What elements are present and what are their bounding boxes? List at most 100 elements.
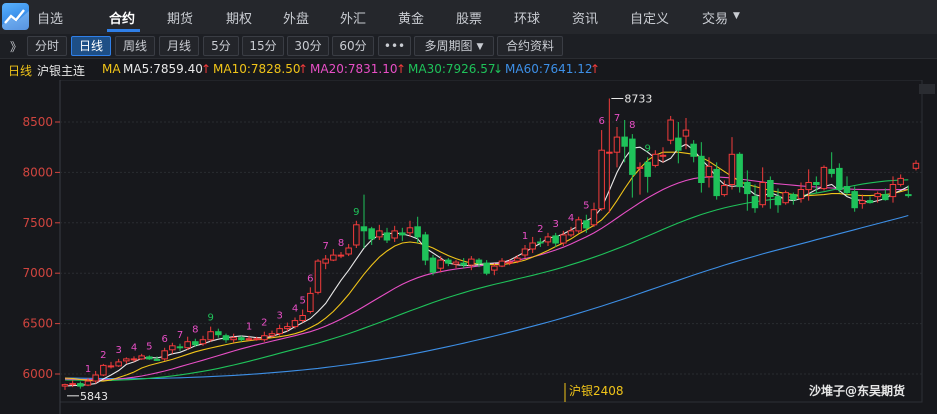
candle[interactable] — [506, 259, 513, 266]
candle[interactable] — [437, 256, 444, 273]
candle[interactable] — [291, 317, 299, 329]
candle[interactable] — [123, 357, 130, 364]
candle[interactable] — [629, 134, 636, 198]
candle[interactable] — [905, 185, 912, 198]
candle[interactable] — [468, 256, 475, 271]
candle[interactable] — [276, 324, 283, 336]
candle[interactable] — [169, 342, 176, 354]
candle[interactable] — [644, 157, 651, 193]
candle[interactable] — [422, 231, 429, 266]
candle[interactable] — [889, 176, 897, 203]
candle[interactable] — [698, 142, 705, 193]
period-button-4[interactable]: 5分 — [203, 36, 239, 56]
nav-item-4[interactable]: 外盘 — [283, 12, 310, 27]
candle[interactable] — [843, 176, 851, 196]
candle[interactable] — [736, 152, 743, 193]
candle[interactable] — [514, 255, 521, 264]
candle[interactable] — [682, 117, 690, 150]
candle[interactable] — [498, 258, 506, 268]
period-button-0[interactable]: 分时 — [27, 36, 67, 56]
period-button-7[interactable]: 60分 — [332, 36, 374, 56]
candle[interactable] — [721, 180, 728, 197]
candle[interactable] — [560, 230, 567, 246]
nav-item-5[interactable]: 外汇 — [340, 12, 367, 27]
candle[interactable] — [322, 255, 329, 270]
candle[interactable] — [184, 336, 191, 350]
candle[interactable] — [567, 226, 575, 237]
period-button-9[interactable]: 多周期图 ▼ — [414, 36, 494, 56]
collapse-sidebar-icon[interactable]: 》 — [10, 40, 23, 54]
candle[interactable] — [261, 331, 268, 342]
candle[interactable] — [728, 137, 736, 190]
candle[interactable] — [376, 224, 383, 240]
candle[interactable] — [713, 162, 720, 200]
candle[interactable] — [345, 243, 352, 257]
period-button-6[interactable]: 30分 — [287, 36, 329, 56]
candle[interactable] — [130, 356, 138, 362]
nav-item-8[interactable]: 环球 — [514, 12, 541, 27]
candle[interactable] — [859, 194, 866, 209]
candle[interactable] — [353, 220, 360, 248]
candle[interactable] — [192, 338, 199, 347]
candle[interactable] — [245, 335, 253, 341]
candle[interactable] — [391, 225, 398, 242]
candle[interactable] — [675, 122, 682, 164]
candle[interactable] — [414, 216, 421, 243]
candle[interactable] — [460, 258, 467, 269]
candle[interactable] — [782, 190, 789, 205]
candle[interactable] — [491, 263, 498, 276]
candle[interactable] — [406, 220, 414, 237]
candle[interactable] — [445, 258, 452, 267]
period-button-8[interactable]: ••• — [378, 36, 411, 56]
candle[interactable] — [652, 150, 659, 168]
candle[interactable] — [176, 343, 184, 351]
candle[interactable] — [360, 194, 368, 248]
candle[interactable] — [199, 335, 207, 346]
candle[interactable] — [636, 162, 644, 195]
candle[interactable] — [107, 361, 115, 369]
nav-item-2[interactable]: 期货 — [167, 12, 194, 27]
candle[interactable] — [215, 328, 222, 338]
candle[interactable] — [874, 191, 881, 203]
nav-item-10[interactable]: 自定义 — [630, 12, 670, 27]
candle[interactable] — [146, 355, 153, 360]
candle[interactable] — [77, 381, 84, 389]
trade-dropdown-caret-icon[interactable]: ▼ — [733, 11, 740, 21]
candle[interactable] — [161, 347, 168, 361]
candle[interactable] — [330, 249, 337, 262]
candle[interactable] — [690, 140, 697, 163]
candle[interactable] — [583, 214, 590, 233]
candle[interactable] — [92, 370, 99, 384]
candle[interactable] — [314, 259, 322, 295]
candle[interactable] — [659, 147, 667, 163]
period-button-3[interactable]: 月线 — [159, 36, 199, 56]
candle[interactable] — [115, 358, 122, 367]
candle[interactable] — [797, 182, 805, 203]
candle[interactable] — [828, 152, 835, 178]
candle[interactable] — [61, 383, 69, 390]
candle[interactable] — [383, 227, 391, 243]
candle[interactable] — [337, 252, 345, 259]
candle[interactable] — [820, 165, 828, 191]
candle[interactable] — [575, 216, 582, 233]
candle[interactable] — [813, 176, 820, 193]
candle[interactable] — [866, 196, 874, 204]
candle[interactable] — [268, 330, 276, 338]
candle[interactable] — [230, 333, 237, 343]
candle[interactable] — [851, 186, 858, 212]
candle[interactable] — [521, 244, 529, 259]
candle[interactable] — [621, 119, 628, 163]
candle[interactable] — [667, 115, 674, 145]
candle[interactable] — [253, 336, 260, 341]
candle[interactable] — [606, 98, 613, 213]
candle[interactable] — [598, 130, 605, 211]
candle[interactable] — [307, 287, 314, 314]
ma-indicator-label[interactable]: MA — [102, 62, 121, 76]
nav-item-1[interactable]: 合约 — [109, 12, 136, 27]
candle[interactable] — [774, 188, 782, 213]
candle[interactable] — [207, 326, 214, 342]
period-button-5[interactable]: 15分 — [242, 36, 284, 56]
candle[interactable] — [429, 255, 437, 276]
contract-name[interactable]: 沪银主连 — [37, 64, 86, 78]
candle[interactable] — [836, 163, 843, 193]
